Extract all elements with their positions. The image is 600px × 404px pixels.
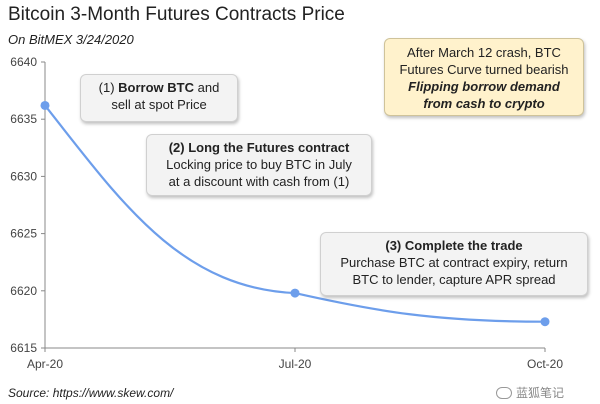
step2-line3: at a discount with cash from (1) <box>168 174 350 189</box>
y-tick-label: 6630 <box>10 169 37 183</box>
data-point <box>540 317 550 327</box>
step3-bold: (3) Complete the trade <box>385 238 523 253</box>
annotation-step1: (1) Borrow BTC and sell at spot Price <box>80 74 238 122</box>
watermark-text: 蓝狐笔记 <box>516 386 565 400</box>
chart-source: Source: https://www.skew.com/ <box>8 386 174 400</box>
data-point <box>290 288 300 298</box>
step1-line2: sell at spot Price <box>111 97 207 112</box>
x-tick-label: Oct-20 <box>527 357 563 371</box>
note-line4: from cash to crypto <box>423 96 545 111</box>
note-line3: Flipping borrow demand <box>408 79 560 94</box>
chart-subtitle: On BitMEX 3/24/2020 <box>8 32 134 47</box>
step1-tail: and <box>194 80 220 95</box>
wechat-icon <box>496 386 512 399</box>
step3-line3: BTC to lender, capture APR spread <box>352 272 556 287</box>
step2-bold: (2) Long the Futures contract <box>168 140 350 155</box>
step3-line2: Purchase BTC at contract expiry, return <box>340 255 568 270</box>
y-tick-label: 6620 <box>10 284 37 298</box>
annotation-note: After March 12 crash, BTC Futures Curve … <box>384 38 584 116</box>
x-tick-label: Jul-20 <box>279 357 312 371</box>
step1-bold: Borrow BTC <box>118 80 195 95</box>
x-tick-label: Apr-20 <box>27 357 63 371</box>
note-line2: Futures Curve turned bearish <box>399 62 569 77</box>
data-point <box>40 100 50 110</box>
step2-line2: Locking price to buy BTC in July <box>166 157 352 172</box>
y-tick-label: 6625 <box>10 227 37 241</box>
watermark: 蓝狐笔记 <box>496 384 564 401</box>
step1-num: (1) <box>98 80 119 95</box>
note-line1: After March 12 crash, BTC <box>407 45 561 60</box>
y-tick-label: 6635 <box>10 112 37 126</box>
chart-title: Bitcoin 3-Month Futures Contracts Price <box>8 4 345 25</box>
y-tick-label: 6615 <box>10 341 37 355</box>
y-tick-label: 6640 <box>10 55 37 69</box>
series-line <box>44 104 546 323</box>
annotation-step2: (2) Long the Futures contract Locking pr… <box>146 134 372 196</box>
annotation-step3: (3) Complete the trade Purchase BTC at c… <box>320 232 588 296</box>
